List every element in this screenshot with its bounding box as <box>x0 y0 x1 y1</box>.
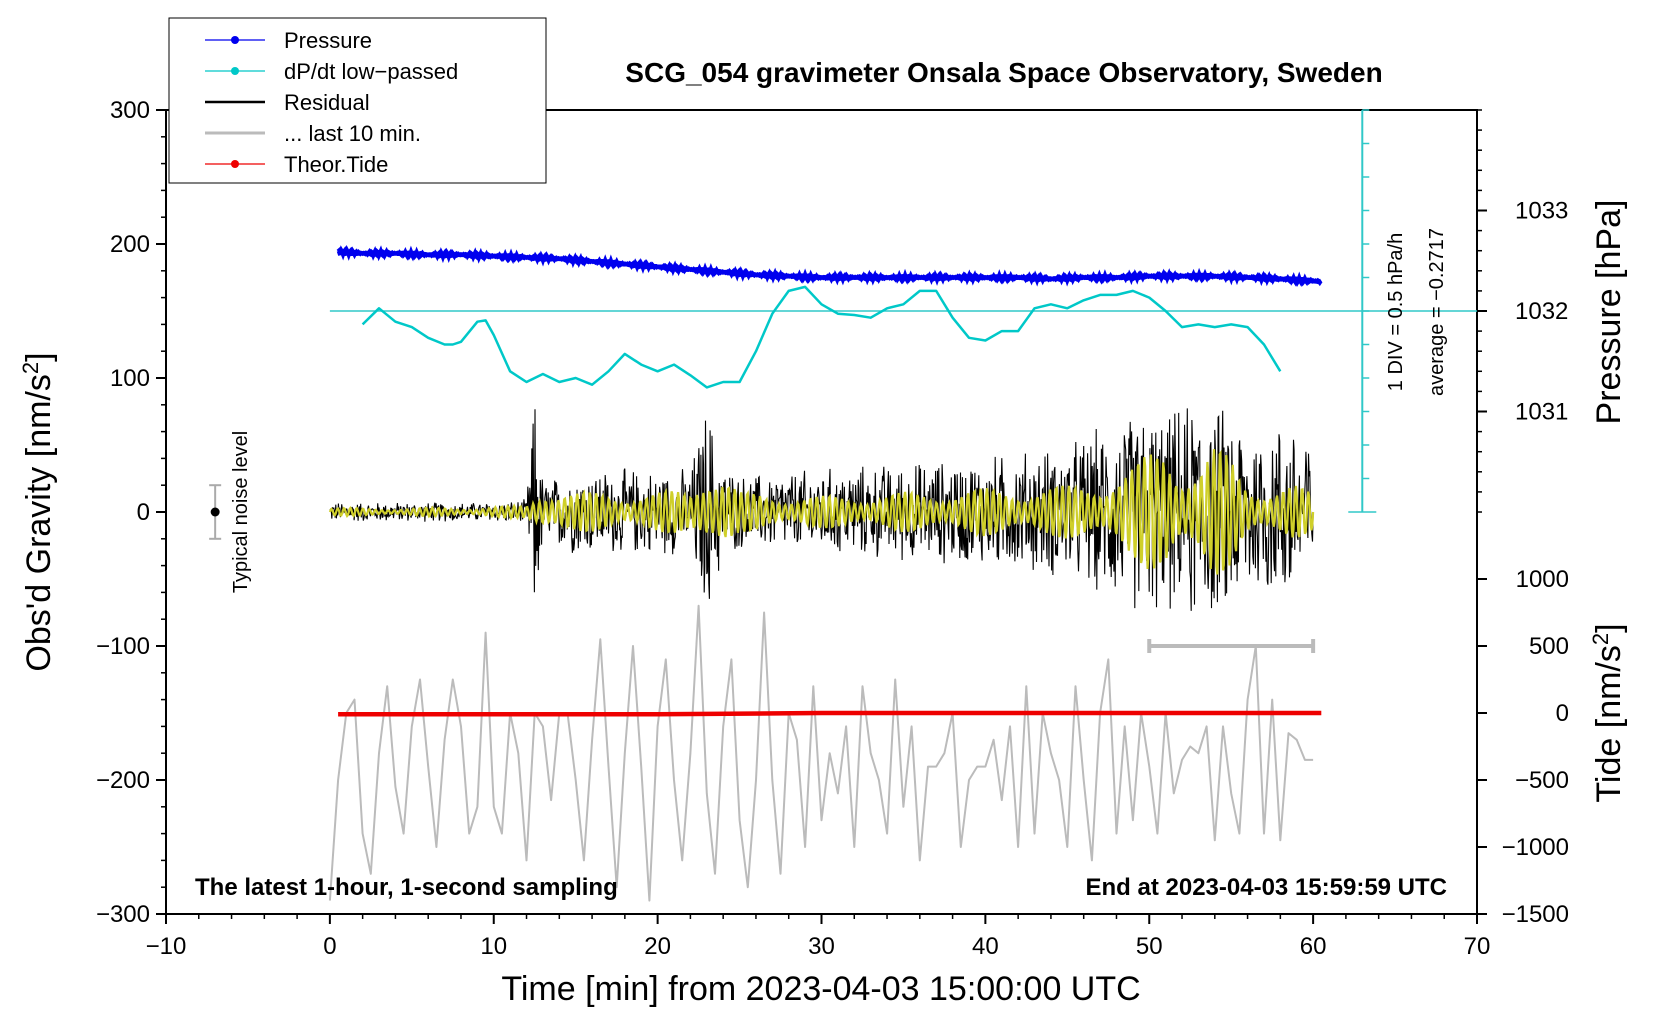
chart-title: SCG_054 gravimeter Onsala Space Observat… <box>625 57 1382 88</box>
legend-label: Residual <box>284 90 370 115</box>
y-tick-label: 200 <box>110 231 150 258</box>
y-axis-label-left-main: Obs'd Gravity [nm/s <box>20 374 58 671</box>
x-tick-label: 30 <box>808 933 835 960</box>
y-axis-label-left-sup: 2 <box>18 362 43 374</box>
y-axis-label-pressure: Pressure [hPa] <box>1590 200 1628 425</box>
y-tick-label: 300 <box>110 97 150 124</box>
noise-level-label: Typical noise level <box>230 431 252 593</box>
legend-swatch-marker <box>231 36 239 44</box>
pressure-tick-label: 1032 <box>1515 298 1568 325</box>
legend-swatch-marker <box>231 160 239 168</box>
tide-tick-label: 1000 <box>1516 566 1569 593</box>
tide-tick-label: −1000 <box>1502 834 1569 861</box>
x-tick-label: 50 <box>1136 933 1163 960</box>
residual-filtered-line <box>328 449 1315 575</box>
noise-bar-center <box>210 507 220 517</box>
y-axis-label-tide-sup: 2 <box>1588 633 1613 645</box>
y-tick-label: 100 <box>110 365 150 392</box>
tide-tick-label: −500 <box>1515 767 1569 794</box>
bottom-left-note: The latest 1-hour, 1-second sampling <box>195 874 618 901</box>
bottom-right-note: End at 2023-04-03 15:59:59 UTC <box>1086 874 1448 901</box>
legend-items: Pressure dP/dt low−passed Residual ... last… <box>205 28 458 177</box>
legend-label: Theor.Tide <box>284 152 388 177</box>
legend-swatch-marker <box>231 67 239 75</box>
series-layer <box>209 109 1477 902</box>
y-axis-label-left-close: ] <box>20 352 58 361</box>
x-tick-label: 20 <box>644 933 671 960</box>
x-axis-label: Time [min] from 2023-04-03 15:00:00 UTC <box>501 970 1140 1008</box>
x-tick-label: −10 <box>146 933 187 960</box>
y-tick-label: −300 <box>96 901 150 928</box>
legend: Pressure dP/dt low−passed Residual ... last… <box>168 17 547 184</box>
theor-tide-line <box>338 710 1322 717</box>
y-tick-label: −200 <box>96 767 150 794</box>
x-tick-label: 60 <box>1300 933 1327 960</box>
pressure-line <box>336 244 1323 288</box>
x-tick-label: 10 <box>480 933 507 960</box>
y-tick-label: −100 <box>96 633 150 660</box>
y-tick-label: 0 <box>137 499 150 526</box>
legend-label: ... last 10 min. <box>284 121 421 146</box>
last-10min-line <box>328 604 1314 902</box>
legend-label: Pressure <box>284 28 372 53</box>
pressure-tick-label: 1033 <box>1515 198 1568 225</box>
x-tick-label: 40 <box>972 933 999 960</box>
y-axis-label-tide-main: Tide [nm/s <box>1590 645 1628 802</box>
dpdt-scale-label: 1 DIV = 0.5 hPa/h <box>1385 233 1407 391</box>
legend-label: dP/dt low−passed <box>284 59 458 84</box>
dpdt-line <box>361 285 1282 389</box>
y-axis-label-tide-close: ] <box>1590 623 1628 632</box>
y-axis-label-tide: Tide [nm/s2] <box>1588 623 1628 802</box>
legend-box <box>168 17 547 184</box>
tide-tick-label: 500 <box>1529 633 1569 660</box>
x-tick-label: 70 <box>1464 933 1491 960</box>
tide-tick-label: −1500 <box>1502 901 1569 928</box>
axis-ticks: −10 0 10 20 30 40 50 60 703002001000−100−200−300… <box>96 97 1569 960</box>
y-axis-label-left: Obs'd Gravity [nm/s2] <box>18 352 58 671</box>
tide-tick-label: 0 <box>1556 700 1569 727</box>
pressure-tick-label: 1031 <box>1515 399 1568 426</box>
dpdt-average-label: average = −0.2717 <box>1426 228 1448 396</box>
x-tick-label: 0 <box>323 933 336 960</box>
